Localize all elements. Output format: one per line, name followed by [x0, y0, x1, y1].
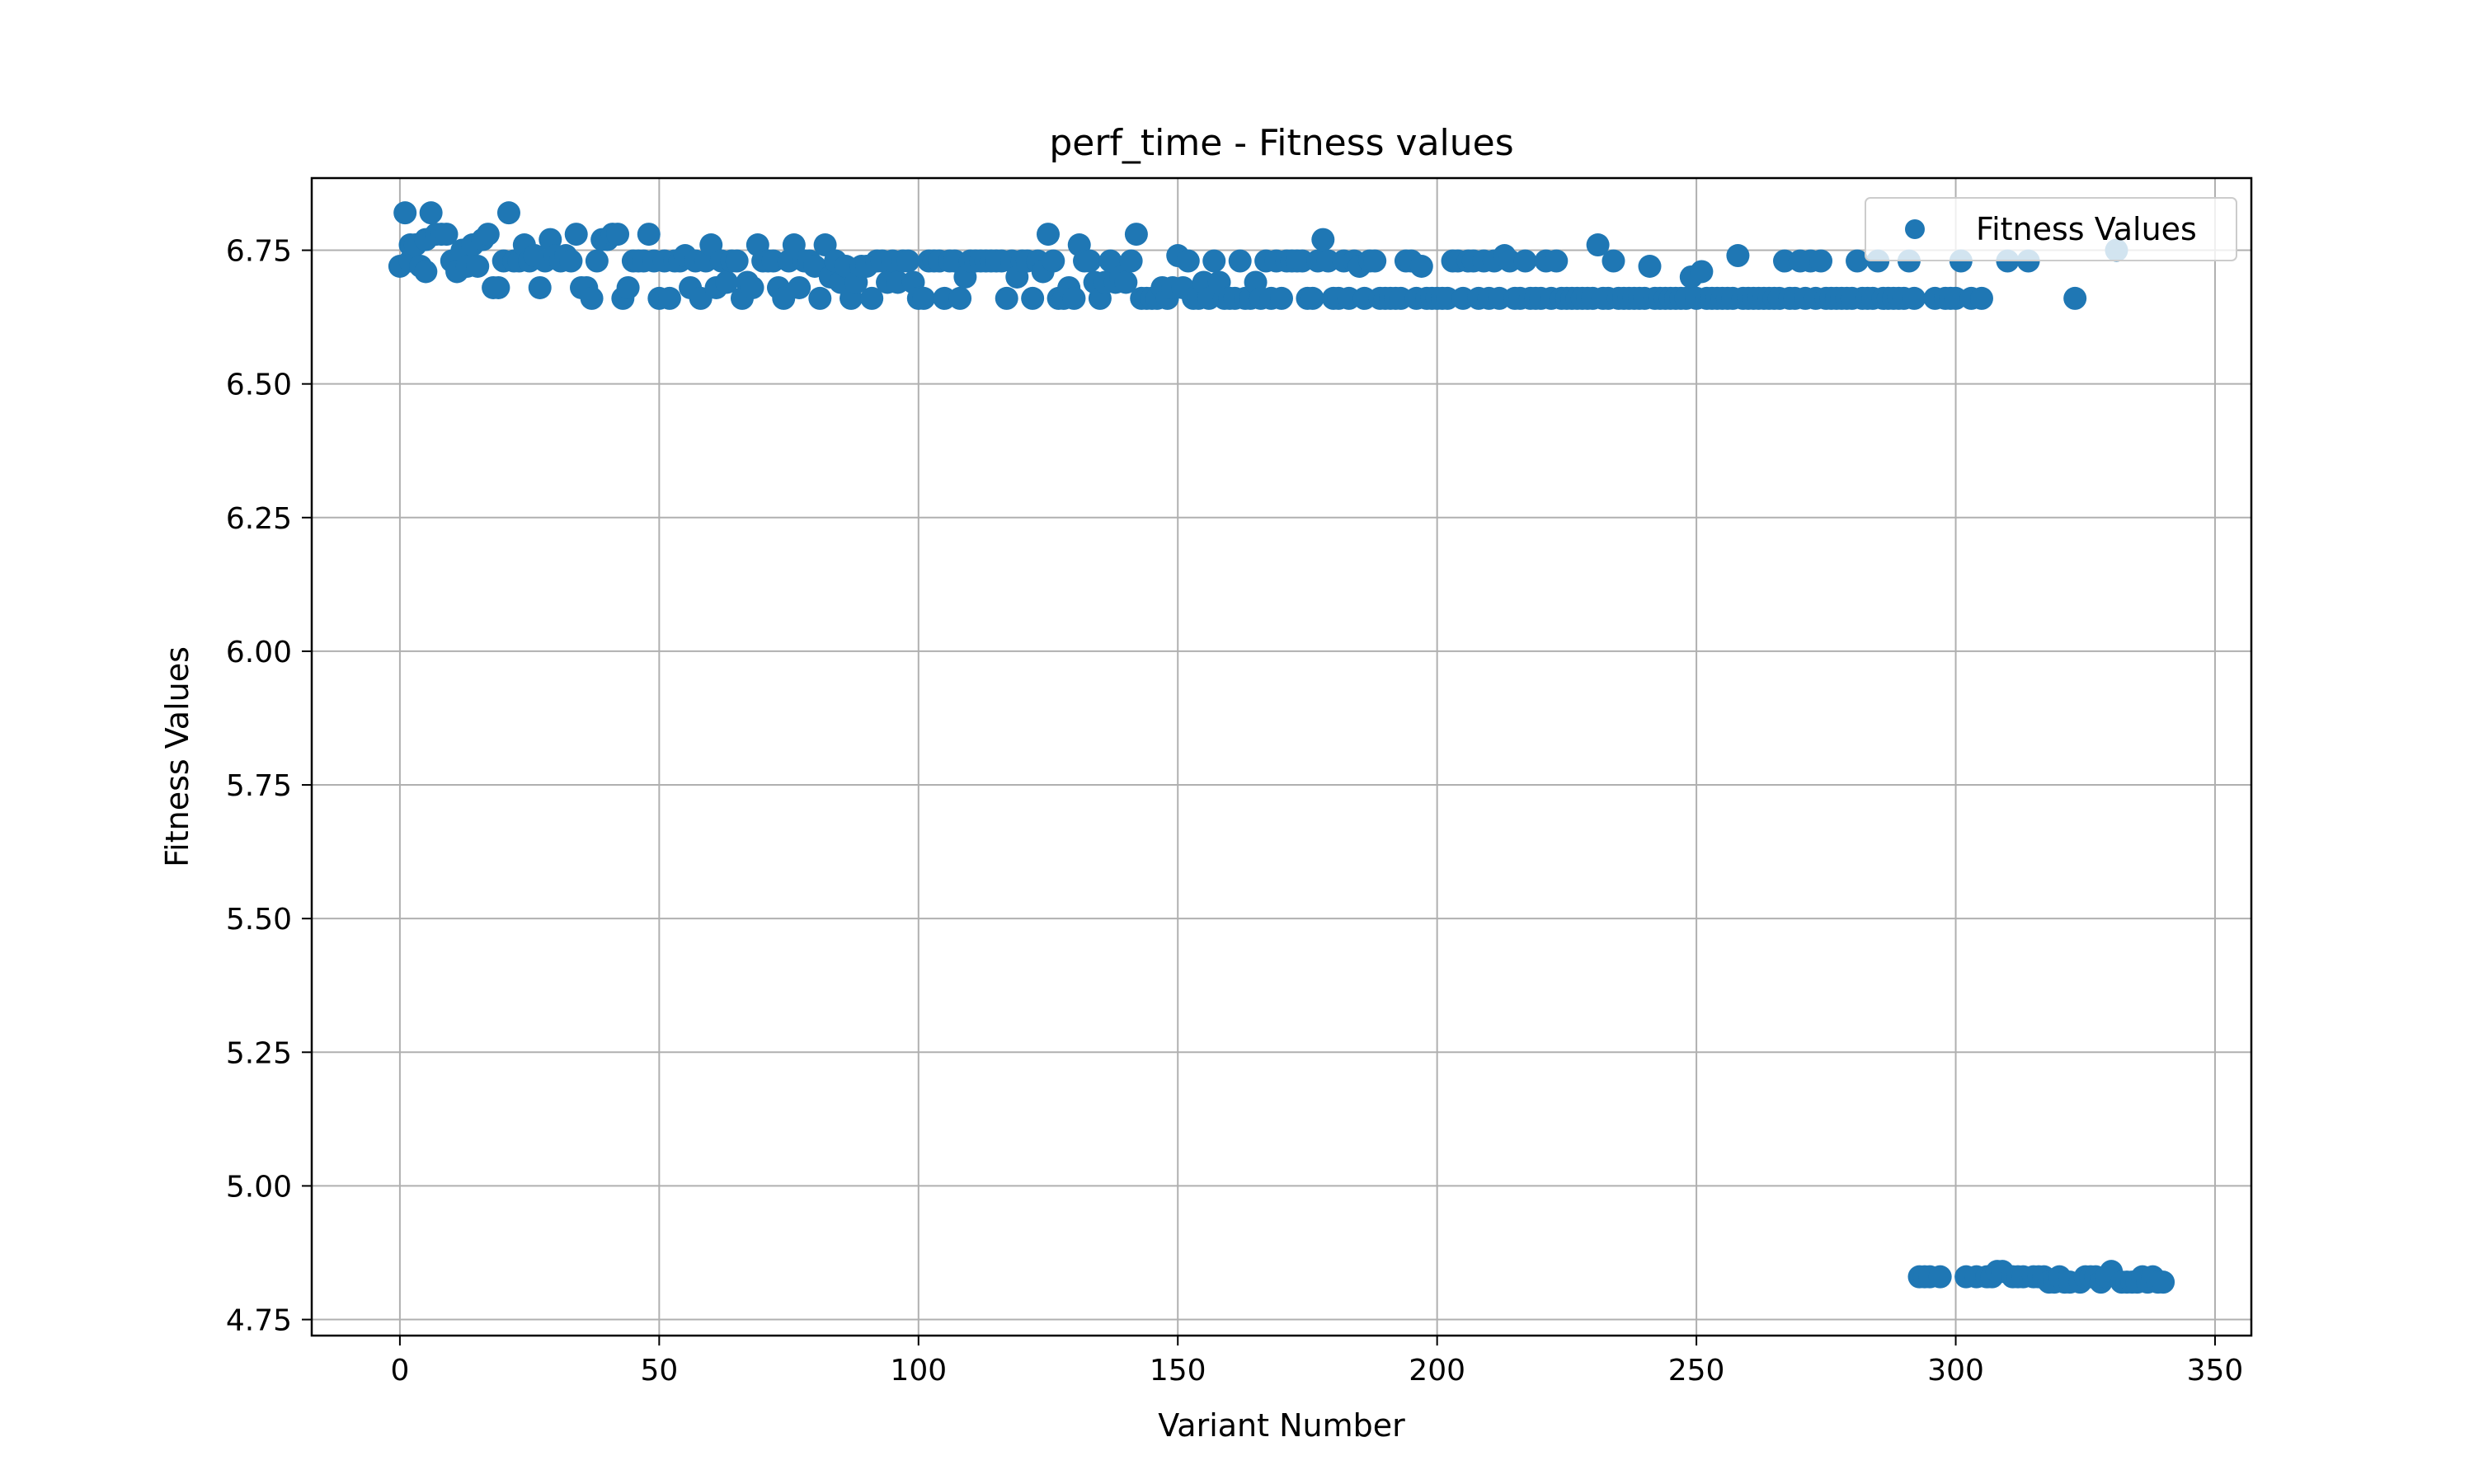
data-point — [657, 286, 681, 310]
data-point — [896, 249, 920, 273]
y-tick-label: 6.25 — [226, 502, 292, 536]
data-point — [1809, 249, 1833, 273]
data-point — [2063, 286, 2087, 310]
data-point — [1928, 1265, 1952, 1289]
y-tick-label: 6.50 — [226, 369, 292, 402]
data-point — [1021, 286, 1045, 310]
x-tick-label: 250 — [1668, 1354, 1725, 1388]
legend: Fitness Values — [1865, 197, 2237, 261]
data-point — [476, 223, 500, 247]
data-point — [1903, 286, 1926, 310]
x-tick-label: 150 — [1150, 1354, 1206, 1388]
data-point — [435, 223, 459, 247]
x-tick-label: 300 — [1927, 1354, 1984, 1388]
data-point — [564, 223, 588, 247]
data-point — [995, 286, 1018, 310]
data-point — [1228, 249, 1252, 273]
data-point — [1969, 286, 1993, 310]
data-point — [808, 286, 832, 310]
data-point — [1513, 249, 1537, 273]
data-point — [1300, 286, 1324, 310]
data-point — [393, 201, 417, 225]
data-point — [1311, 228, 1335, 251]
data-point — [912, 286, 936, 310]
data-point — [1202, 249, 1226, 273]
data-point — [1409, 255, 1433, 279]
y-tick-label: 5.25 — [226, 1036, 292, 1070]
legend-label: Fitness Values — [1976, 211, 2197, 247]
x-tick-label: 50 — [640, 1354, 678, 1388]
data-point — [1119, 249, 1143, 273]
grid-lines — [312, 178, 2251, 1336]
data-point — [1042, 249, 1065, 273]
data-point — [466, 255, 490, 279]
data-point — [788, 275, 811, 299]
legend-marker — [1905, 219, 1925, 239]
data-point — [1846, 249, 1870, 273]
data-points — [388, 201, 2175, 1294]
y-tick-label: 5.00 — [226, 1170, 292, 1204]
y-axis-label: Fitness Values — [159, 646, 195, 867]
data-point — [559, 249, 583, 273]
y-axis-ticks: 4.75 5.00 5.25 5.50 5.75 6.00 6.25 6.50 6.75 — [226, 235, 312, 1338]
data-point — [725, 249, 749, 273]
data-point — [1638, 255, 1662, 279]
x-tick-label: 0 — [390, 1354, 409, 1388]
data-point — [741, 275, 764, 299]
data-point — [1037, 223, 1061, 247]
y-tick-label: 6.75 — [226, 235, 292, 269]
data-point — [1690, 260, 1714, 284]
data-point — [948, 286, 972, 310]
data-point — [606, 223, 630, 247]
data-point — [1270, 286, 1293, 310]
data-point — [487, 275, 510, 299]
data-point — [496, 201, 520, 225]
data-point — [2152, 1270, 2175, 1294]
data-point — [1124, 223, 1148, 247]
y-tick-label: 5.50 — [226, 903, 292, 937]
chart-title: perf_time - Fitness values — [1049, 122, 1513, 164]
x-tick-label: 350 — [2187, 1354, 2244, 1388]
y-tick-label: 4.75 — [226, 1304, 292, 1338]
data-point — [1062, 286, 1086, 310]
plot-area-frame — [310, 176, 2253, 1337]
y-tick-label: 5.75 — [226, 769, 292, 803]
x-tick-label: 100 — [890, 1354, 947, 1388]
data-point — [585, 249, 609, 273]
data-point — [860, 286, 884, 310]
data-point — [1078, 249, 1102, 273]
x-tick-label: 200 — [1409, 1354, 1465, 1388]
y-tick-label: 6.00 — [226, 636, 292, 669]
data-point — [1176, 249, 1200, 273]
data-point — [616, 275, 640, 299]
data-point — [1726, 244, 1750, 268]
data-point — [1114, 270, 1138, 294]
x-axis-ticks: 0 50 100 150 200 250 300 350 — [390, 1336, 2243, 1388]
data-point — [580, 286, 604, 310]
data-point — [715, 270, 739, 294]
data-point — [414, 260, 438, 284]
data-point — [1545, 249, 1569, 273]
data-point — [1363, 249, 1387, 273]
legend-box — [1865, 197, 2237, 261]
x-axis-label: Variant Number — [1158, 1407, 1405, 1444]
data-point — [528, 275, 552, 299]
data-point — [419, 201, 443, 225]
data-point — [1586, 233, 1610, 257]
data-point — [637, 223, 661, 247]
data-point — [1602, 249, 1625, 273]
